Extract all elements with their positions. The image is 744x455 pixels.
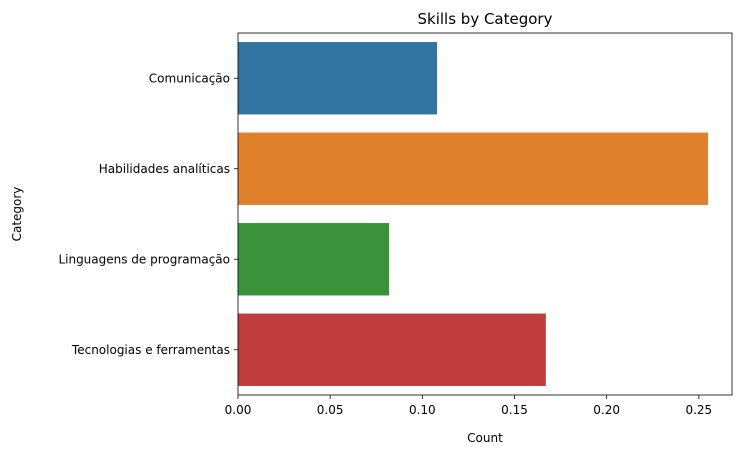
bar-4 [238, 313, 546, 386]
y-tick-label: Tecnologias e ferramentas [71, 343, 230, 357]
chart-title: Skills by Category [418, 10, 553, 28]
y-ticks-group: Comunicação Habilidades analíticas Linguag… [58, 71, 238, 357]
bars-group [238, 42, 709, 386]
x-axis-label: Count [467, 431, 503, 445]
x-tick-label: 0.15 [501, 403, 528, 417]
plot-frame [237, 32, 733, 396]
x-tick-label: 0.05 [317, 403, 344, 417]
x-tick-label: 0.00 [225, 403, 252, 417]
bar-2 [238, 132, 709, 205]
bar-1 [238, 42, 438, 115]
y-tick-label: Comunicação [149, 71, 230, 85]
y-tick-label: Linguagens de programação [58, 252, 230, 266]
x-ticks-group: 0.00 0.05 0.10 0.15 0.20 0.25 [225, 395, 712, 417]
bar-3 [238, 223, 390, 296]
x-tick-label: 0.20 [593, 403, 620, 417]
y-tick-label: Habilidades analíticas [99, 162, 230, 176]
x-tick-label: 0.10 [409, 403, 436, 417]
y-axis-label: Category [10, 187, 24, 242]
x-tick-label: 0.25 [685, 403, 712, 417]
